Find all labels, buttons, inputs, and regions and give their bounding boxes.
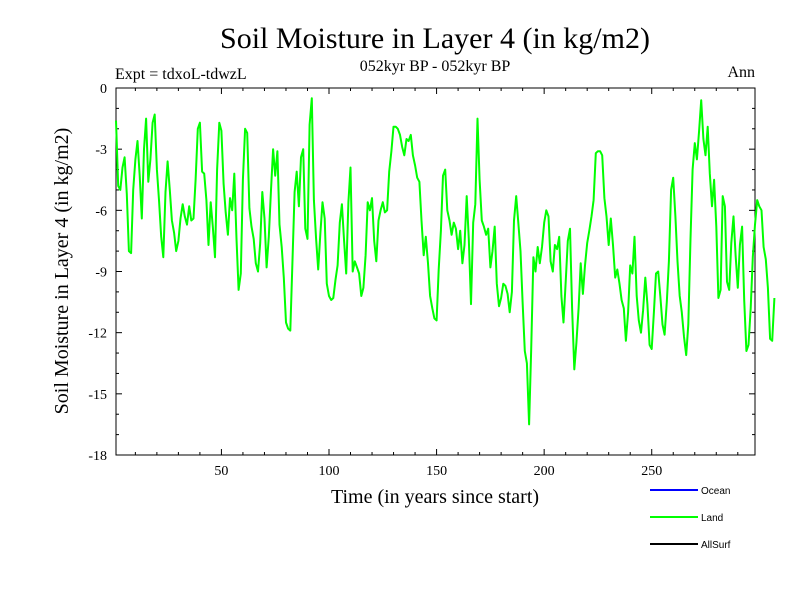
y-tick-label: -6 xyxy=(95,204,107,219)
legend-label-land: Land xyxy=(701,513,723,524)
legend-label-ocean: Ocean xyxy=(701,486,730,497)
y-tick-label: -18 xyxy=(88,449,107,464)
series-layer xyxy=(115,97,776,426)
x-tick-label: 150 xyxy=(426,464,447,479)
x-tick-label: 250 xyxy=(641,464,662,479)
x-axis-label: Time (in years since start) xyxy=(331,486,539,508)
season-label: Ann xyxy=(727,64,755,81)
experiment-label: Expt = tdxoL-tdwzL xyxy=(115,66,247,83)
y-tick-label: -9 xyxy=(95,266,107,281)
x-tick-label: 50 xyxy=(214,464,228,479)
chart-title: Soil Moisture in Layer 4 (in kg/m2) xyxy=(220,22,650,55)
legend-label-allsurf: AllSurf xyxy=(701,540,731,551)
x-tick-label: 100 xyxy=(319,464,340,479)
y-tick-label: -12 xyxy=(88,327,107,342)
y-axis: 0 -3 -6 -9 -12 -15 -18 xyxy=(88,82,755,464)
y-axis-label: Soil Moisture in Layer 4 (in kg/m2) xyxy=(51,128,73,415)
series-line-land xyxy=(115,97,776,426)
x-tick-label: 200 xyxy=(534,464,555,479)
y-tick-label: -15 xyxy=(88,388,107,403)
chart-subtitle: 052kyr BP - 052kyr BP xyxy=(360,58,511,75)
y-tick-label: 0 xyxy=(100,82,107,97)
y-tick-label: -3 xyxy=(95,143,107,158)
legend: Ocean Land AllSurf xyxy=(650,486,731,551)
x-axis: 50 100 150 200 250 xyxy=(134,88,739,479)
